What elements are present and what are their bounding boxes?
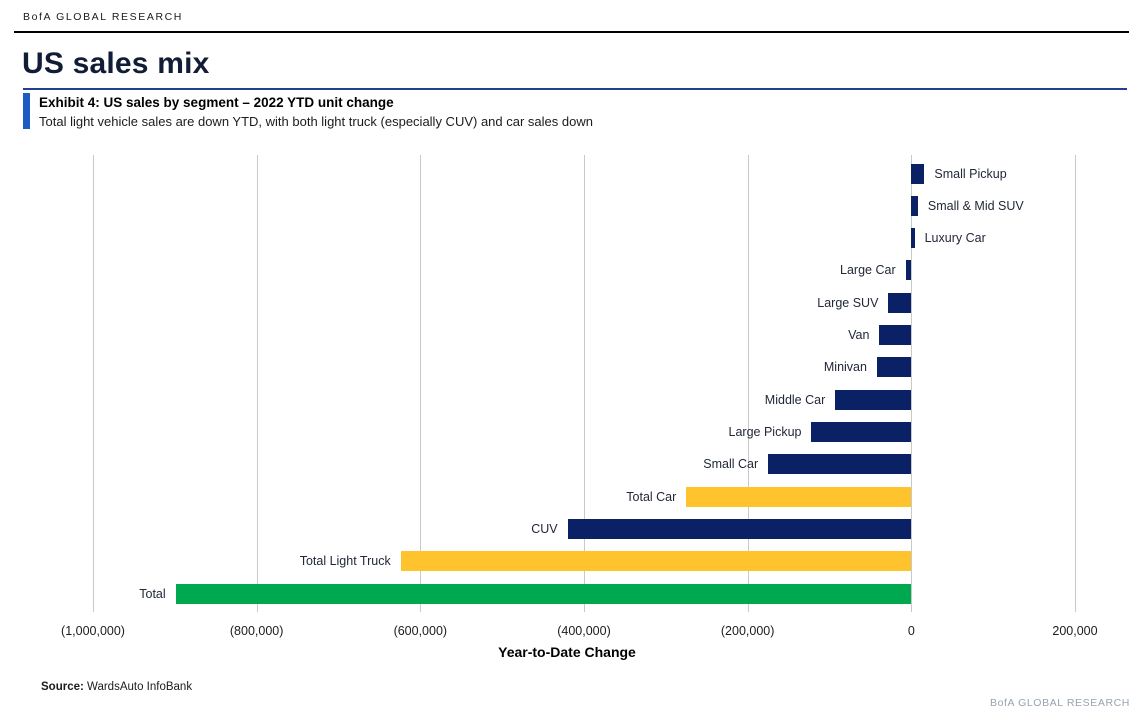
bar-van — [879, 325, 912, 346]
bar-large-car — [905, 260, 912, 281]
bar-label-large-suv: Large SUV — [817, 295, 879, 310]
bar-label-minivan: Minivan — [823, 360, 867, 375]
bar-label-total: Total — [139, 586, 166, 601]
gridline — [747, 155, 749, 612]
source-note: Source: WardsAuto InfoBank — [41, 681, 192, 693]
exhibit-accent-bar — [23, 93, 30, 129]
bar-cuv — [567, 518, 912, 539]
bar-label-luxury-car: Luxury Car — [924, 231, 986, 246]
bar-small-pickup — [911, 163, 925, 184]
bar-small-mid-suv — [911, 195, 918, 216]
exhibit-header: Exhibit 4: US sales by segment – 2022 YT… — [23, 93, 593, 129]
bar-label-total-light-truck: Total Light Truck — [299, 554, 391, 569]
bar-label-small-car: Small Car — [703, 457, 759, 472]
bar-label-large-pickup: Large Pickup — [728, 424, 802, 439]
gridline — [1075, 155, 1076, 612]
bar-label-van: Van — [848, 328, 870, 343]
x-tick-label-800-000: (800,000) — [229, 624, 284, 638]
x-tick-label-1-000-000: (1,000,000) — [61, 624, 125, 638]
bar-minivan — [876, 357, 912, 378]
title-underline — [23, 88, 1127, 90]
header-rule — [14, 31, 1129, 33]
bar-luxury-car — [911, 228, 915, 249]
gridline — [420, 155, 422, 612]
x-tick-label-200-000: (200,000) — [720, 624, 775, 638]
x-axis-title: Year-to-Date Change — [498, 644, 636, 660]
bar-small-car — [768, 454, 912, 475]
exhibit-text-block: Exhibit 4: US sales by segment – 2022 YT… — [39, 93, 593, 129]
bar-label-large-car: Large Car — [840, 263, 896, 278]
x-tick-label-600-000: (600,000) — [393, 624, 448, 638]
exhibit-title: Exhibit 4: US sales by segment – 2022 YT… — [39, 95, 394, 110]
gridline — [256, 155, 258, 612]
bar-middle-car — [835, 389, 912, 410]
gridline — [93, 155, 94, 612]
zero-gridline — [911, 155, 913, 612]
exhibit-subtitle: Total light vehicle sales are down YTD, … — [39, 114, 593, 129]
bar-label-middle-car: Middle Car — [764, 392, 826, 407]
header-brand: BofA GLOBAL RESEARCH — [23, 11, 183, 23]
footer-brand: BofA GLOBAL RESEARCH — [990, 697, 1130, 709]
page-title: US sales mix — [22, 47, 210, 80]
bar-label-total-car: Total Car — [626, 489, 677, 504]
source-text: WardsAuto InfoBank — [87, 681, 193, 693]
bar-total-car — [686, 486, 912, 507]
bar-large-pickup — [811, 421, 912, 442]
x-tick-label-0: 0 — [907, 624, 915, 638]
bar-label-small-pickup: Small Pickup — [934, 166, 1007, 181]
x-tick-label-200-000: 200,000 — [1052, 624, 1098, 638]
bar-total-light-truck — [400, 551, 912, 572]
gridline — [584, 155, 585, 612]
bar-label-small-mid-suv: Small & Mid SUV — [927, 198, 1024, 213]
bar-label-cuv: CUV — [531, 521, 558, 536]
bar-large-suv — [888, 292, 912, 313]
bar-total — [175, 583, 912, 604]
source-label: Source: — [41, 681, 84, 693]
x-tick-label-400-000: (400,000) — [557, 624, 611, 638]
